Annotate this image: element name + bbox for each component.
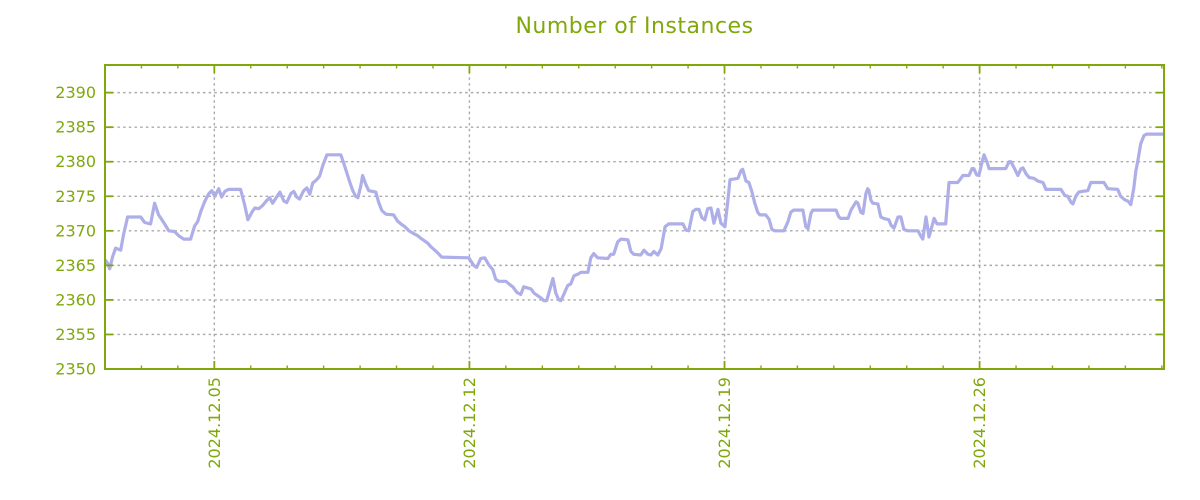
plot-frame bbox=[104, 64, 1165, 370]
y-axis-tick-label: 2365 bbox=[55, 256, 96, 275]
chart-title: Number of Instances bbox=[515, 14, 754, 39]
y-axis-tick-label: 2385 bbox=[55, 118, 96, 137]
axis-ticks bbox=[105, 65, 1164, 369]
plot-border bbox=[104, 64, 1165, 370]
y-axis-tick-label: 2370 bbox=[55, 221, 96, 240]
y-axis-tick-label: 2390 bbox=[55, 83, 96, 102]
x-axis-tick-label: 2024.12.26 bbox=[970, 377, 989, 469]
x-axis-tick-label: 2024.12.19 bbox=[715, 377, 734, 469]
x-axis-tick-label: 2024.12.12 bbox=[460, 377, 479, 469]
y-tick-labels: 2350 2355 2360 2365 2370 2375 2380 2385 2390 bbox=[55, 83, 96, 378]
instances-series-line bbox=[104, 132, 1166, 303]
series-line bbox=[104, 132, 1166, 303]
x-gridlines bbox=[213, 66, 981, 368]
y-gridlines bbox=[106, 91, 1163, 336]
x-axis-tick-label: 2024.12.05 bbox=[205, 377, 224, 469]
y-axis-tick-label: 2355 bbox=[55, 325, 96, 344]
y-axis-tick-label: 2375 bbox=[55, 187, 96, 206]
y-axis-tick-label: 2380 bbox=[55, 152, 96, 171]
y-axis-tick-label: 2350 bbox=[55, 360, 96, 379]
x-tick-labels: 2024.12.05 2024.12.12 2024.12.19 2024.12.26 bbox=[205, 377, 989, 469]
y-axis-tick-label: 2360 bbox=[55, 290, 96, 309]
